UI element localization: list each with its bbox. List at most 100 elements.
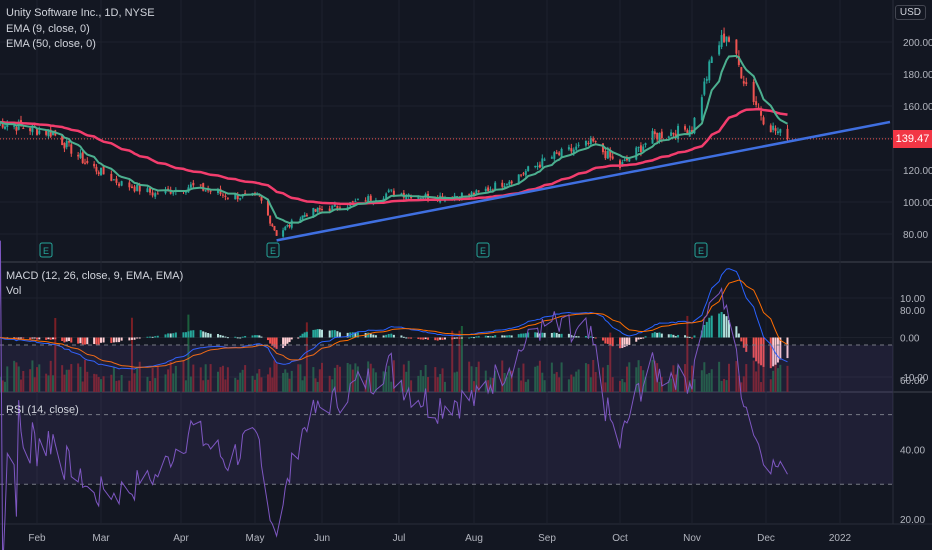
volume-bar: [553, 373, 556, 392]
ema50-legend: EMA (50, close, 0): [6, 38, 96, 50]
macd-histogram-bar: [217, 334, 219, 338]
candle-body: [31, 125, 34, 133]
macd-histogram-bar: [374, 335, 377, 338]
candle-body: [136, 184, 139, 191]
macd-histogram-bar: [522, 333, 525, 338]
macd-histogram-bar: [762, 337, 765, 367]
volume-bar: [312, 367, 315, 392]
volume-bar: [385, 371, 388, 392]
volume-bar: [524, 381, 527, 392]
macd-histogram-bar: [284, 337, 287, 346]
macd-histogram-bar: [254, 335, 256, 338]
candle-body: [570, 148, 573, 152]
volume-bar: [239, 372, 242, 392]
volume-bar: [656, 363, 659, 392]
macd-histogram-bar: [621, 337, 624, 349]
macd-histogram-bar: [112, 337, 115, 343]
candle-body: [164, 189, 167, 194]
volume-bar: [443, 381, 446, 392]
volume-bar: [301, 380, 304, 392]
earnings-marker-box: [39, 242, 53, 258]
macd-histogram-bar: [79, 337, 82, 344]
macd-histogram-bar: [460, 337, 463, 339]
macd-histogram-bar: [520, 333, 523, 338]
volume-bar: [68, 369, 70, 392]
macd-histogram-bar: [434, 337, 437, 341]
macd-histogram-bar: [642, 337, 645, 339]
macd-histogram-bar: [70, 337, 73, 343]
macd-histogram-bar: [611, 337, 614, 347]
macd-histogram-bar: [541, 332, 544, 338]
volume-bar: [592, 359, 595, 392]
macd-histogram-bar: [136, 337, 139, 339]
macd-histogram-bar: [589, 336, 592, 338]
price-tick-label: 200.00: [903, 38, 932, 49]
volume-bar: [436, 377, 439, 392]
time-tick-label: Apr: [173, 533, 189, 544]
volume-bar: [534, 366, 537, 392]
macd-histogram-bar: [577, 336, 580, 338]
candle-body: [392, 190, 395, 196]
macd-histogram-bar: [172, 333, 175, 338]
candle-body: [422, 197, 425, 199]
volume-bar: [133, 373, 136, 392]
macd-histogram-bar: [592, 337, 595, 339]
candle-body: [47, 130, 50, 137]
volume-bar: [752, 360, 755, 392]
macd-histogram-bar: [501, 335, 504, 338]
candle-body: [390, 189, 393, 191]
macd-histogram-bar: [258, 335, 261, 338]
candle-body: [95, 166, 98, 172]
candle-body: [387, 190, 390, 192]
candle-body: [199, 184, 202, 186]
candle-body: [29, 128, 32, 132]
candle-body: [639, 145, 642, 153]
candle-body: [601, 143, 604, 153]
volume-bar: [128, 380, 131, 392]
volume-bar: [299, 364, 302, 392]
candle-body: [356, 198, 359, 200]
candle-body: [382, 198, 385, 201]
macd-histogram-bar: [387, 334, 390, 338]
candle-body: [354, 201, 357, 203]
time-tick-label: Mar: [92, 533, 110, 544]
candle-body: [718, 45, 721, 55]
macd-histogram-bar: [146, 336, 149, 338]
currency-badge[interactable]: USD: [894, 5, 926, 20]
macd-histogram-bar: [670, 334, 673, 338]
macd-histogram-bar: [693, 335, 696, 338]
volume-bar: [258, 369, 261, 392]
candle-body: [36, 128, 38, 135]
volume-bar: [772, 370, 775, 392]
earnings-marker-box: [476, 242, 490, 258]
volume-bar: [303, 376, 306, 392]
volume-bar: [417, 375, 420, 392]
candle-body: [606, 151, 609, 159]
macd-histogram-bar: [658, 332, 661, 338]
volume-bar: [510, 370, 513, 392]
macd-histogram-bar: [656, 332, 659, 338]
candle-body: [684, 126, 687, 130]
volume-bar: [49, 360, 52, 392]
volume-bar: [284, 369, 287, 392]
volume-bar: [244, 365, 247, 392]
candle-body: [130, 186, 133, 189]
volume-bar: [33, 377, 36, 392]
macd-histogram-bar: [735, 326, 738, 338]
macd-histogram-bar: [301, 333, 304, 338]
candle-body: [487, 187, 490, 192]
volume-bar: [217, 371, 219, 392]
volume-bar: [136, 368, 139, 392]
candle-body: [710, 57, 713, 63]
volume-bar: [501, 360, 504, 392]
macd-histogram-bar: [619, 337, 621, 349]
candle-body: [79, 153, 82, 158]
last-price-tag: 139.47: [893, 130, 932, 148]
candle-body: [328, 208, 331, 212]
macd-histogram-bar: [604, 337, 607, 344]
macd-histogram-bar: [674, 336, 677, 338]
macd-histogram-bar: [236, 337, 239, 339]
macd-histogram-bar: [49, 337, 52, 340]
candle-body: [385, 193, 388, 200]
